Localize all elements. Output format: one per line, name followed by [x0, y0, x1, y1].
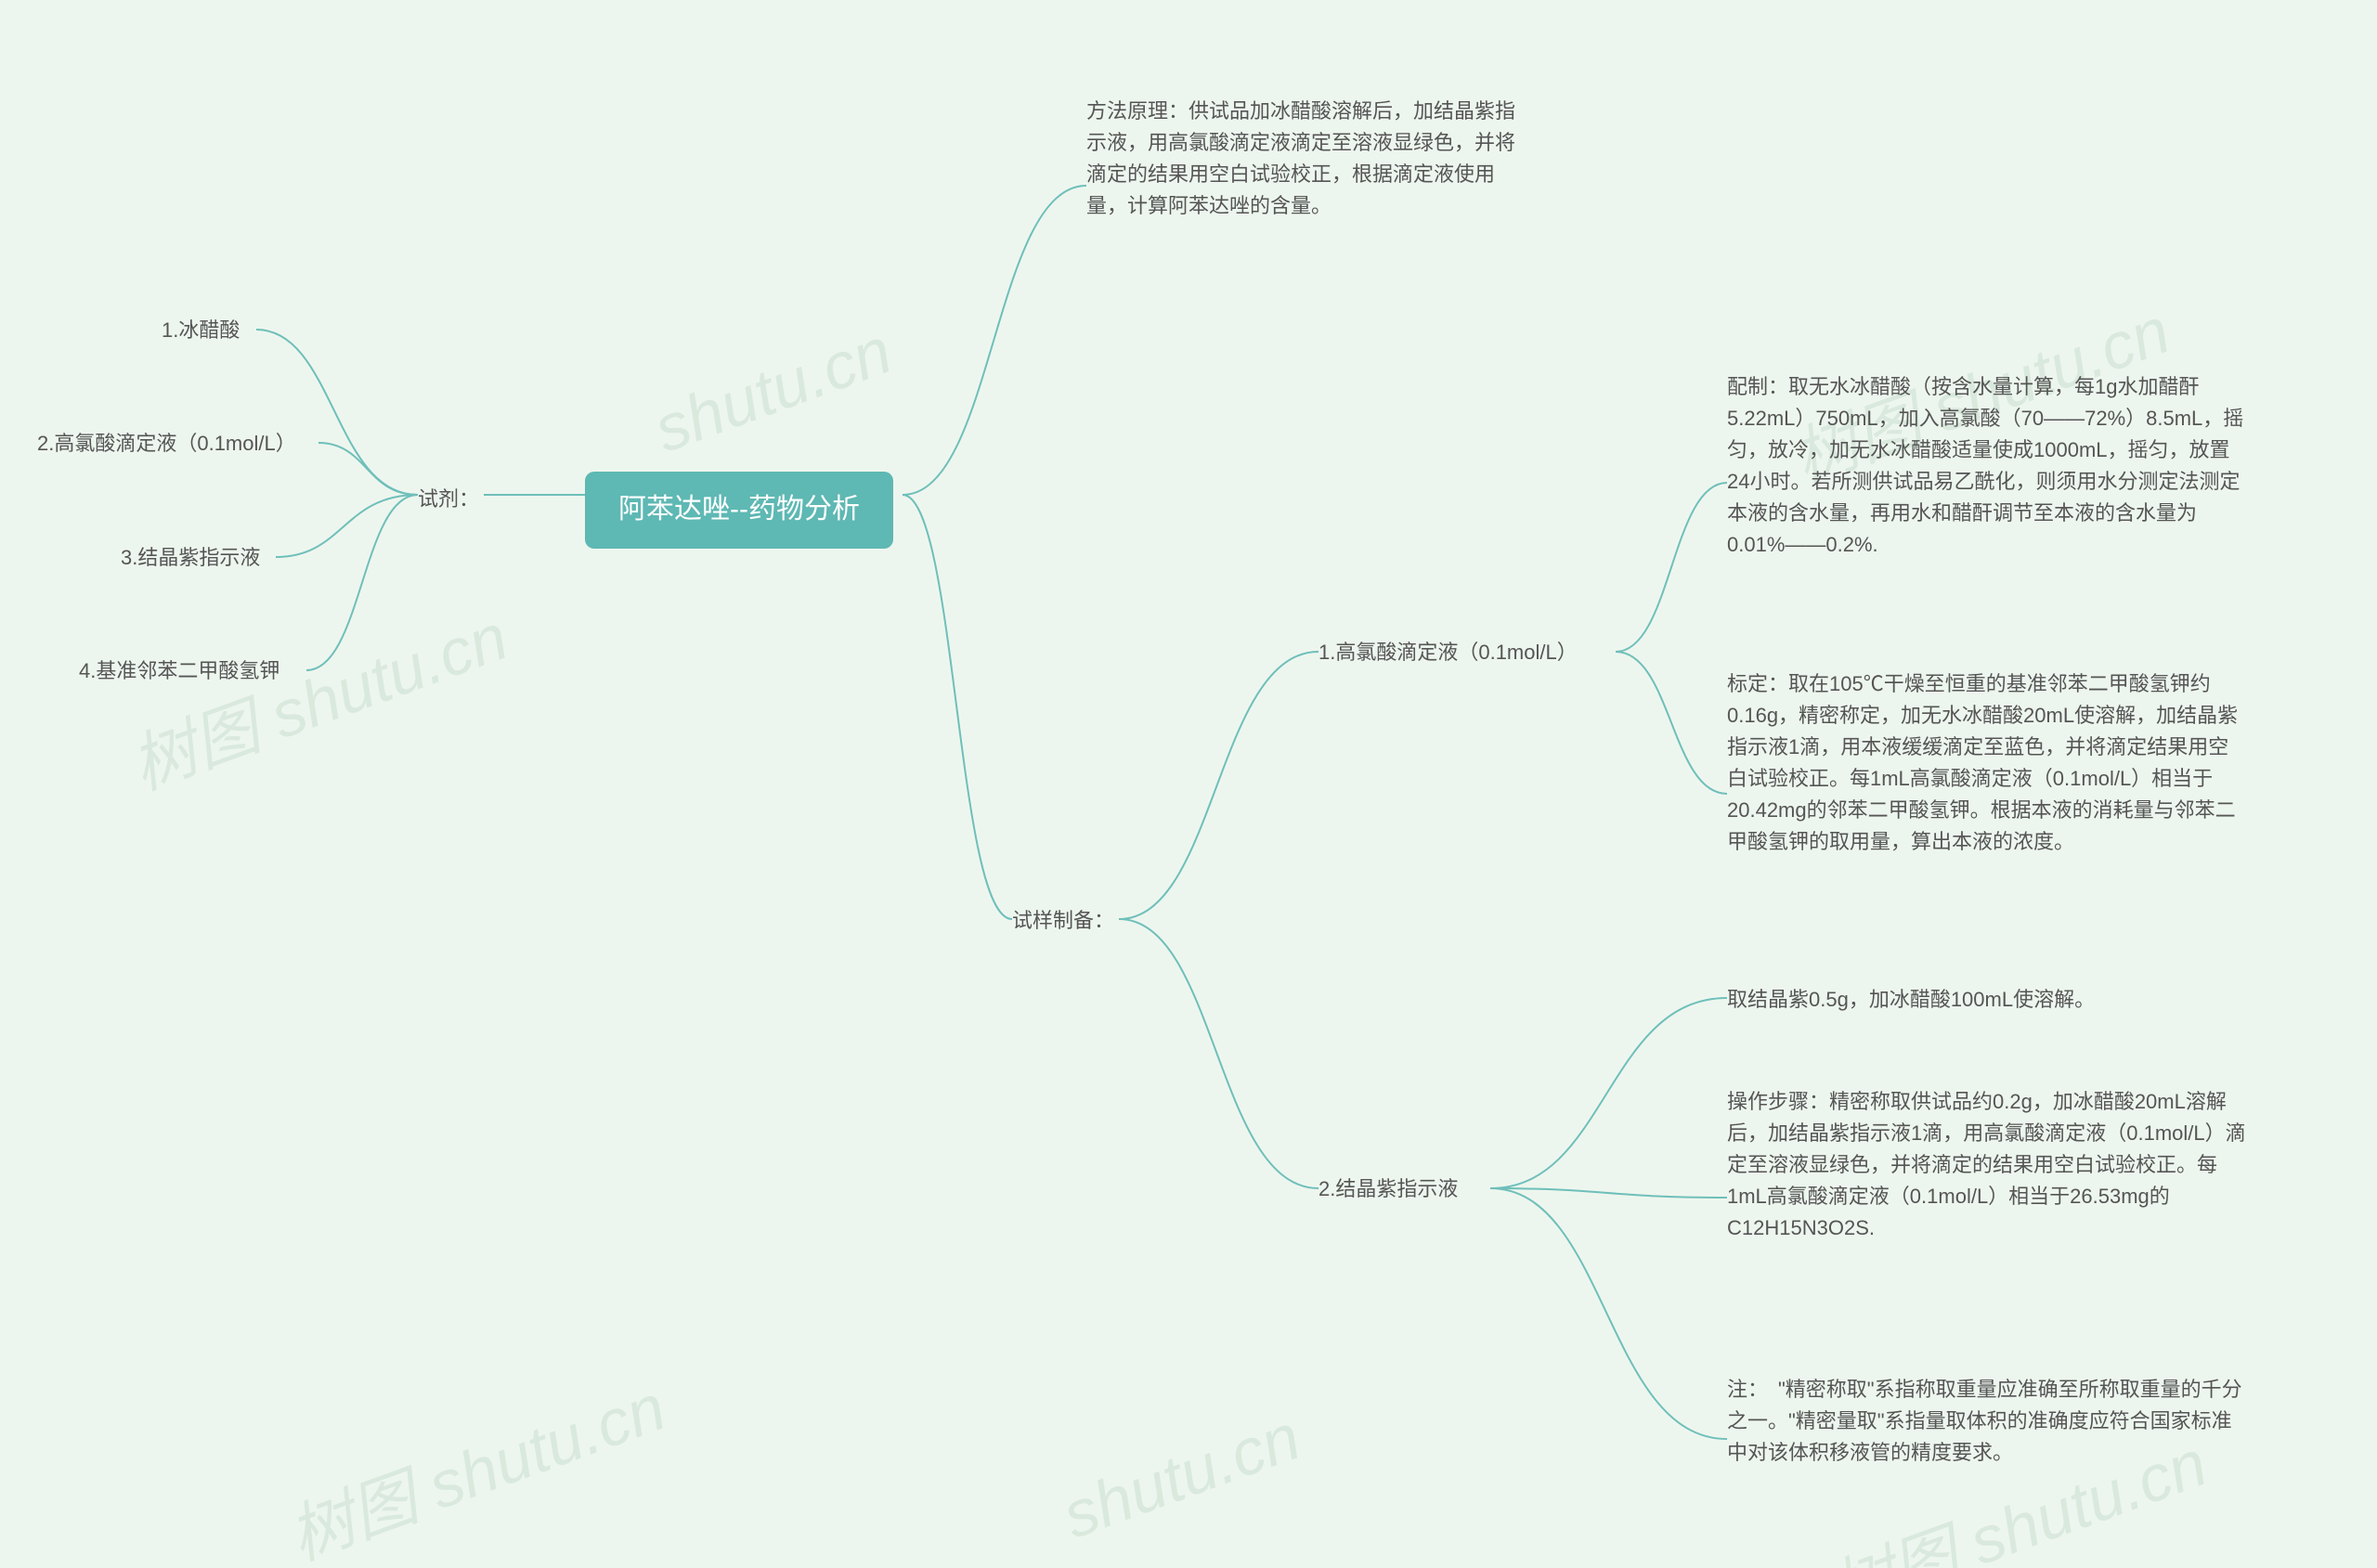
- prep-perchloric[interactable]: 1.高氯酸滴定液（0.1mol/L）: [1318, 637, 1578, 668]
- reagent-2[interactable]: 2.高氯酸滴定液（0.1mol/L）: [37, 428, 296, 460]
- branch-sample-prep[interactable]: 试样制备：: [1012, 905, 1114, 937]
- reagent-1[interactable]: 1.冰醋酸: [162, 315, 240, 346]
- prep-perchloric-prepare[interactable]: 配制：取无水冰醋酸（按含水量计算，每1g水加醋酐5.22mL）750mL，加入高…: [1727, 371, 2247, 562]
- reagent-4[interactable]: 4.基准邻苯二甲酸氢钾: [79, 655, 279, 687]
- cv-leaf-2[interactable]: 操作步骤：精密称取供试品约0.2g，加冰醋酸20mL溶解后，加结晶紫指示液1滴，…: [1727, 1086, 2247, 1244]
- method-principle[interactable]: 方法原理：供试品加冰醋酸溶解后，加结晶紫指示液，用高氯酸滴定液滴定至溶液显绿色，…: [1086, 96, 1523, 222]
- cv-leaf-1[interactable]: 取结晶紫0.5g，加冰醋酸100mL使溶解。: [1727, 984, 2247, 1016]
- branch-reagents[interactable]: 试剂：: [418, 484, 479, 515]
- root-node[interactable]: 阿苯达唑--药物分析: [585, 472, 893, 549]
- prep-crystal-violet[interactable]: 2.结晶紫指示液: [1318, 1173, 1458, 1205]
- reagent-3[interactable]: 3.结晶紫指示液: [121, 542, 260, 574]
- prep-perchloric-standardize[interactable]: 标定：取在105℃干燥至恒重的基准邻苯二甲酸氢钾约0.16g，精密称定，加无水冰…: [1727, 668, 2247, 859]
- cv-leaf-3[interactable]: 注： "精密称取"系指称取重量应准确至所称取重量的千分之一。"精密量取"系指量取…: [1727, 1374, 2247, 1469]
